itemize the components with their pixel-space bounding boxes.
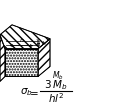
Text: $3\,M_b$: $3\,M_b$ [44, 79, 67, 92]
Text: $hl^2$: $hl^2$ [48, 91, 63, 105]
Text: $h$: $h$ [19, 36, 24, 44]
Text: $=$: $=$ [27, 87, 38, 97]
Polygon shape [5, 39, 50, 49]
Polygon shape [5, 49, 38, 77]
Text: $M_b$: $M_b$ [52, 70, 63, 82]
Polygon shape [0, 35, 5, 81]
Polygon shape [0, 25, 50, 49]
Polygon shape [38, 39, 50, 77]
Text: $h$: $h$ [41, 39, 46, 47]
Text: $\sigma_b$: $\sigma_b$ [20, 86, 32, 98]
